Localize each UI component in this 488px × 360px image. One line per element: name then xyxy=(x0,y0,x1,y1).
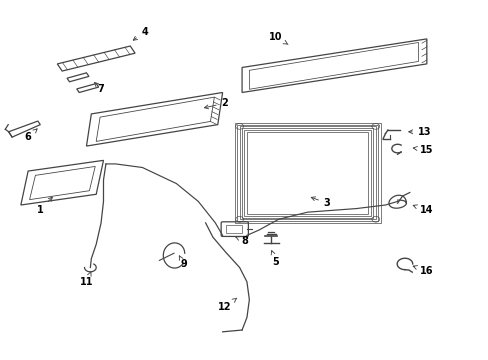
Text: 9: 9 xyxy=(179,256,187,269)
Text: 2: 2 xyxy=(204,98,228,109)
Text: 5: 5 xyxy=(271,251,279,267)
Text: 13: 13 xyxy=(408,127,430,137)
Text: 6: 6 xyxy=(25,129,37,142)
Text: 14: 14 xyxy=(412,205,433,215)
Text: 3: 3 xyxy=(311,197,330,208)
Text: 16: 16 xyxy=(412,266,433,276)
Text: 7: 7 xyxy=(94,82,104,94)
Text: 15: 15 xyxy=(412,145,433,155)
Text: 1: 1 xyxy=(37,197,52,215)
Text: 11: 11 xyxy=(80,271,93,287)
Text: 12: 12 xyxy=(218,298,236,312)
Text: 8: 8 xyxy=(235,236,247,246)
Bar xyxy=(225,225,242,233)
Text: 10: 10 xyxy=(269,32,287,44)
Text: 4: 4 xyxy=(133,27,148,40)
